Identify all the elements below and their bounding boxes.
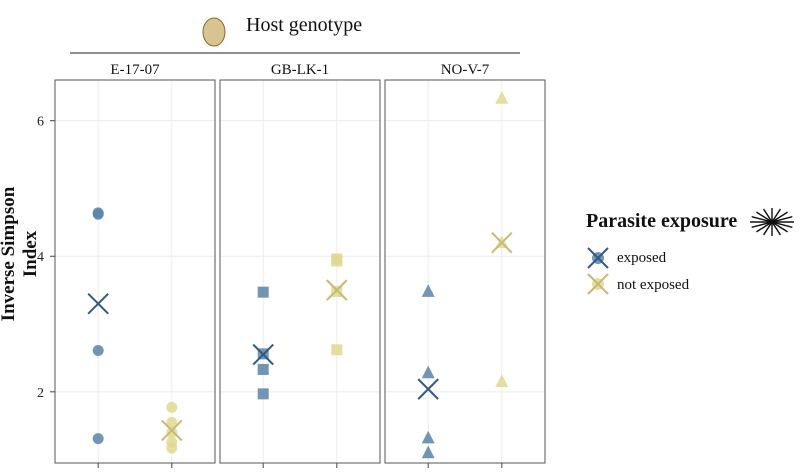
legend-cross-not-exposed — [587, 273, 609, 295]
legend-label-not-exposed: not exposed — [617, 277, 690, 293]
panel-label-0: E-17-07 — [110, 62, 160, 78]
point-1-0-0 — [257, 286, 269, 298]
panel-frame-2 — [384, 79, 546, 464]
point-0-0-2 — [92, 344, 104, 356]
point-2-0-0 — [421, 284, 435, 297]
y-axis-label: Inverse Simpson Index — [0, 186, 41, 322]
mean-marker-0-1 — [161, 419, 183, 442]
point-2-1-2 — [495, 374, 509, 388]
point-0-1-2 — [166, 426, 178, 438]
point-1-1-3 — [331, 344, 343, 356]
panel-frame-0 — [54, 79, 216, 464]
point-0-1-1 — [166, 416, 178, 428]
point-2-0-2 — [421, 430, 435, 444]
point-2-1-0 — [495, 91, 509, 104]
point-2-0-3 — [421, 445, 435, 459]
panel-label-1: GB-LK-1 — [271, 62, 329, 78]
point-0-1-4 — [166, 442, 178, 454]
point-1-0-3 — [257, 388, 269, 400]
y-tick-label-0: 2 — [37, 386, 44, 401]
parasite-icon — [750, 208, 794, 236]
daphnia-icon — [202, 17, 226, 47]
point-1-0-2 — [257, 363, 269, 375]
point-0-1-0 — [166, 401, 178, 413]
y-tick-label-2: 6 — [37, 115, 44, 130]
y-tick-label-1: 4 — [37, 250, 44, 265]
legend-label-exposed: exposed — [617, 250, 667, 266]
panel-label-2: NO-V-7 — [441, 62, 490, 78]
legend-title: Parasite exposure — [586, 210, 738, 232]
panel-frame-1 — [219, 79, 381, 464]
mean-marker-2-0 — [417, 378, 439, 400]
mean-marker-1-0 — [252, 343, 274, 366]
mean-marker-0-0 — [87, 292, 109, 315]
point-0-0-3 — [92, 433, 104, 445]
mean-marker-1-1 — [326, 279, 348, 301]
chart-title: Host genotype — [246, 14, 363, 36]
point-2-0-1 — [421, 365, 435, 379]
point-1-1-1 — [331, 255, 343, 267]
mean-marker-2-1 — [491, 231, 513, 254]
point-0-0-1 — [92, 208, 104, 220]
legend-cross-exposed — [587, 247, 609, 269]
